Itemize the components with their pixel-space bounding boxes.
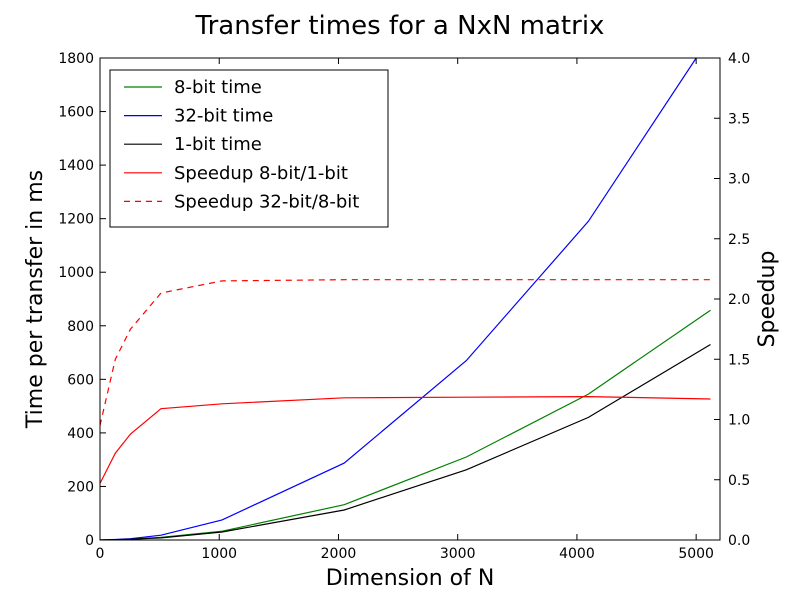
y2-axis-title: Speedup — [755, 251, 780, 348]
chart-title: Transfer times for a NxN matrix — [195, 11, 605, 41]
y2-tick-label: 4.0 — [728, 51, 750, 67]
y-tick-label: 400 — [67, 426, 94, 442]
y2-tick-label: 3.0 — [728, 172, 750, 188]
x-tick-label: 3000 — [440, 546, 476, 562]
y-tick-label: 200 — [67, 479, 94, 495]
y-tick-label: 1400 — [58, 158, 94, 174]
legend-label: Speedup 8-bit/1-bit — [174, 163, 348, 184]
x-tick-label: 0 — [96, 546, 105, 562]
plot-frame — [99, 57, 721, 541]
y2-tick-label: 3.5 — [728, 111, 750, 127]
x-tick-label: 2000 — [321, 546, 357, 562]
y-tick-label: 1600 — [58, 105, 94, 121]
legend-label: 32-bit time — [174, 106, 273, 127]
y2-tick-label: 1.5 — [728, 352, 750, 368]
y-axis-title: Time per transfer in ms — [23, 170, 48, 429]
y-tick-label: 1200 — [58, 212, 94, 228]
x-tick-label: 5000 — [678, 546, 714, 562]
y-tick-label: 800 — [67, 319, 94, 335]
y2-tick-label: 0.0 — [728, 533, 750, 549]
series-line-3 — [100, 395, 711, 484]
series-line-4 — [100, 279, 711, 426]
legend-box — [109, 69, 389, 228]
legend-label: Speedup 32-bit/8-bit — [174, 191, 359, 212]
y2-tick-label: 2.5 — [728, 232, 750, 248]
y-tick-label: 0 — [85, 533, 94, 549]
x-tick-label: 4000 — [559, 546, 595, 562]
y-tick-label: 1800 — [58, 51, 94, 67]
legend-label: 8-bit time — [174, 77, 262, 98]
x-axis-title: Dimension of N — [326, 566, 495, 591]
y2-tick-label: 1.0 — [728, 413, 750, 429]
y-tick-label: 1000 — [58, 265, 94, 281]
tick-layer: 0 1000 2000 3000 4000 5000 0 200 400 600 800 1000 12… — [58, 51, 750, 562]
x-tick-label: 1000 — [201, 546, 237, 562]
legend-label: 1-bit time — [174, 134, 262, 155]
y2-tick-label: 2.0 — [728, 292, 750, 308]
y-tick-label: 600 — [67, 372, 94, 388]
legend: 8-bit time 32-bit time 1-bit time Speedup 8… — [109, 69, 389, 228]
y2-tick-label: 0.5 — [728, 473, 750, 489]
series-line-0 — [100, 309, 711, 540]
